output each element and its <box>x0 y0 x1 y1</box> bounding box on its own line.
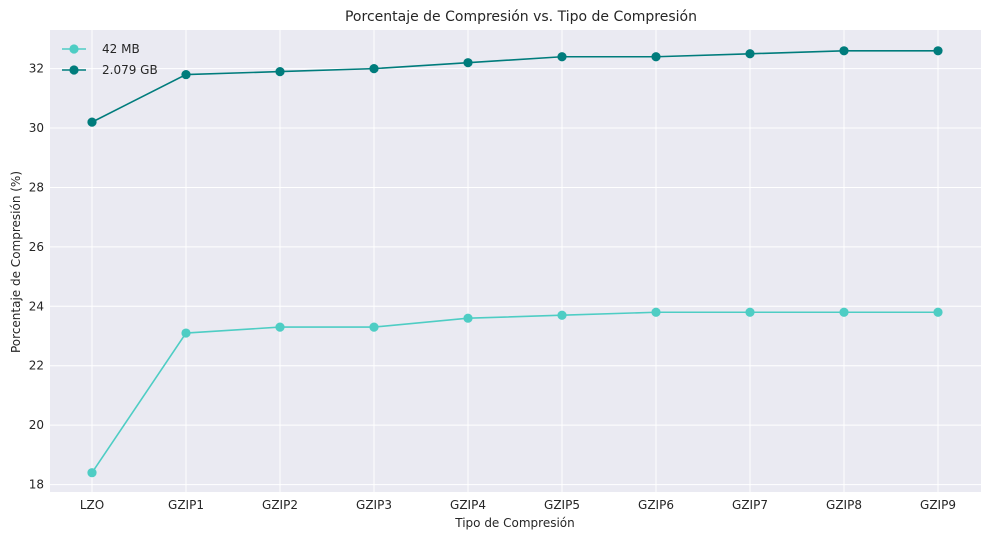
y-axis-ticks: 18 20 22 24 26 28 30 32 <box>29 62 44 492</box>
data-point <box>87 468 97 478</box>
y-tick-label: 28 <box>29 180 44 194</box>
data-point <box>181 328 191 338</box>
data-point <box>463 313 473 323</box>
data-point <box>181 69 191 80</box>
legend-label: 2.079 GB <box>102 63 158 77</box>
x-tick-label: GZIP4 <box>450 498 486 512</box>
data-point <box>651 307 661 317</box>
y-tick-label: 18 <box>29 478 44 492</box>
y-tick-label: 22 <box>29 359 44 373</box>
series-line <box>91 49 938 123</box>
x-tick-label: GZIP7 <box>732 498 768 512</box>
data-point <box>557 310 567 320</box>
x-tick-label: GZIP8 <box>826 498 862 512</box>
x-axis-title: Tipo de Compresión <box>454 516 575 530</box>
data-point <box>275 322 285 332</box>
y-axis-title: Porcentaje de Compresión (%) <box>9 171 23 353</box>
data-point <box>87 117 97 127</box>
data-point <box>933 46 943 56</box>
plot-background <box>50 30 981 492</box>
x-axis-ticks: LZO GZIP1 GZIP2 GZIP3 GZIP4 GZIP5 GZIP6 GZIP7 GZ… <box>80 498 956 512</box>
grid-lines <box>50 30 981 492</box>
data-point <box>839 307 849 317</box>
data-point <box>745 307 755 317</box>
y-tick-label: 32 <box>29 62 44 76</box>
legend: 42 MB 2.079 GB <box>62 42 158 77</box>
x-tick-label: GZIP6 <box>638 498 674 512</box>
data-point <box>745 49 755 59</box>
x-tick-label: LZO <box>80 498 104 512</box>
series-line <box>91 311 938 474</box>
x-tick-label: GZIP3 <box>356 498 392 512</box>
data-point <box>651 52 661 62</box>
data-point <box>369 322 379 332</box>
y-tick-label: 20 <box>29 418 44 432</box>
x-tick-label: GZIP9 <box>920 498 956 512</box>
legend-marker <box>69 44 79 54</box>
chart-title: Porcentaje de Compresión vs. Tipo de Com… <box>345 9 697 25</box>
legend-label: 42 MB <box>102 42 140 56</box>
data-point <box>369 64 379 74</box>
data-point <box>557 52 567 62</box>
y-tick-label: 30 <box>29 121 44 135</box>
series-markers <box>87 46 943 478</box>
data-point <box>463 58 473 68</box>
data-point <box>275 66 285 77</box>
legend-marker <box>69 65 79 75</box>
y-tick-label: 24 <box>29 299 44 313</box>
x-tick-label: GZIP1 <box>168 498 204 512</box>
series-lines <box>91 49 938 474</box>
y-tick-label: 26 <box>29 240 44 254</box>
data-point <box>839 46 849 56</box>
x-tick-label: GZIP2 <box>262 498 298 512</box>
x-tick-label: GZIP5 <box>544 498 580 512</box>
data-point <box>933 307 943 317</box>
